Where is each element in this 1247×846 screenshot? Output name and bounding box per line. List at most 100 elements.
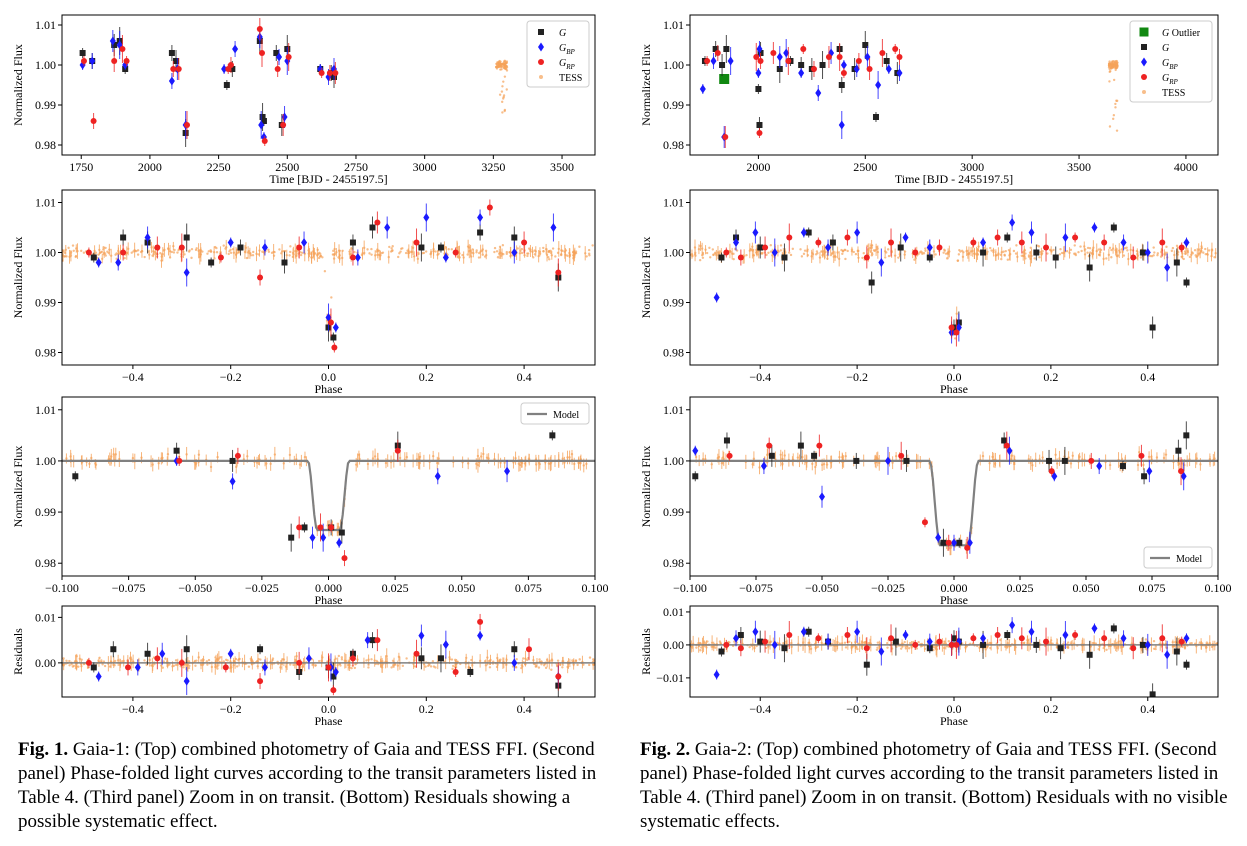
tess-point: [1164, 251, 1167, 254]
axes-frame: [689, 14, 1219, 156]
g1_top-plot-area: [79, 18, 509, 147]
g_rp-point: [970, 239, 977, 246]
tess-point: [411, 246, 415, 249]
g-point: [1001, 437, 1008, 444]
g-point: [1057, 645, 1064, 652]
tess-point: [207, 658, 211, 662]
tess-point: [245, 256, 249, 260]
tess-point: [78, 657, 82, 661]
g_rp-point: [866, 66, 873, 72]
tess-point: [547, 250, 551, 253]
g_rp-point: [274, 66, 281, 72]
g_bp-point: [1183, 633, 1190, 643]
tess-point: [118, 457, 121, 461]
tess-point: [826, 257, 829, 260]
x-tick-label: 0.025: [382, 581, 409, 595]
g-point: [1173, 259, 1180, 266]
g_bp-point: [261, 662, 268, 672]
tess-point: [1031, 464, 1034, 467]
tess-point: [1207, 249, 1211, 252]
tess-point: [422, 663, 426, 666]
tess-point: [903, 640, 906, 644]
tess-point: [548, 258, 551, 261]
tess-point: [495, 250, 499, 253]
tess-point: [1202, 251, 1205, 254]
tess-point: [401, 664, 405, 668]
g-point: [418, 244, 425, 251]
tess-point: [503, 59, 507, 63]
tess-point: [1078, 455, 1081, 459]
tess-point: [1175, 244, 1179, 248]
tess-point: [164, 657, 167, 660]
g-point: [349, 239, 356, 246]
x-tick-label: −0.2: [846, 702, 868, 716]
tess-point: [380, 664, 384, 667]
y-tick-label: 0.99: [35, 296, 56, 310]
tess-point: [1114, 106, 1117, 109]
tess-point: [899, 647, 903, 650]
tess-point: [732, 252, 735, 256]
y-tick-label: 1.01: [35, 196, 56, 210]
g-point: [1086, 264, 1093, 271]
tess-point: [1191, 252, 1194, 255]
tess-point: [285, 253, 288, 257]
g_rp-point: [317, 524, 324, 531]
tess-point: [572, 663, 575, 666]
tess-point: [1095, 249, 1098, 253]
g_bp-point: [418, 631, 425, 641]
tess-point: [153, 663, 156, 666]
tess-point: [514, 456, 517, 460]
g_rp-point: [259, 50, 266, 56]
tess-point: [496, 256, 500, 259]
tess-point: [572, 256, 575, 260]
g_rp-point: [892, 46, 899, 52]
tess-point: [457, 255, 460, 258]
tess-point: [1114, 65, 1118, 68]
tess-point: [550, 659, 554, 662]
tess-point: [484, 664, 488, 667]
g_rp-point: [394, 447, 401, 454]
g-point: [1086, 651, 1093, 658]
tess-point: [699, 244, 702, 248]
tess-point: [821, 250, 824, 253]
tess-point: [915, 647, 919, 650]
g-point: [1119, 463, 1126, 470]
g_rp-point: [762, 638, 769, 645]
x-tick-label: 4000: [1174, 160, 1198, 174]
tess-point: [259, 658, 262, 661]
g_rp-point: [786, 234, 793, 241]
tess-point: [432, 665, 436, 668]
tess-point: [67, 246, 70, 250]
g_rp-point: [1043, 638, 1050, 645]
g_bp-point: [878, 647, 885, 656]
tess-point: [1022, 641, 1026, 645]
tess-point: [1142, 463, 1145, 467]
tess-point: [161, 666, 164, 669]
tess-point: [350, 666, 353, 670]
g_bp-point: [875, 80, 882, 90]
g-point: [208, 259, 215, 266]
tess-point: [232, 664, 235, 667]
tess-point: [698, 258, 702, 262]
tess-point: [1114, 248, 1117, 252]
tess-point: [556, 659, 560, 662]
tess-point: [113, 659, 117, 663]
g_rp-point: [898, 452, 905, 459]
g_bp-point: [733, 238, 740, 247]
tess-point: [884, 256, 887, 259]
tess-point: [1089, 645, 1092, 648]
tess-point: [844, 454, 847, 458]
g_rp-point: [555, 673, 562, 680]
x-tick-label: 0.4: [1140, 702, 1155, 716]
tess-point: [981, 454, 985, 458]
g_rp-point: [825, 54, 832, 60]
tess-point: [954, 337, 957, 340]
g_bp-point: [434, 471, 441, 481]
y-tick-label: 0.98: [35, 138, 56, 152]
x-axis-label: Phase: [940, 593, 968, 607]
tess-point: [467, 665, 470, 669]
tess-point: [1029, 246, 1032, 249]
tess-point: [800, 255, 804, 258]
g_rp-point: [330, 687, 337, 694]
g-point: [1004, 632, 1011, 639]
